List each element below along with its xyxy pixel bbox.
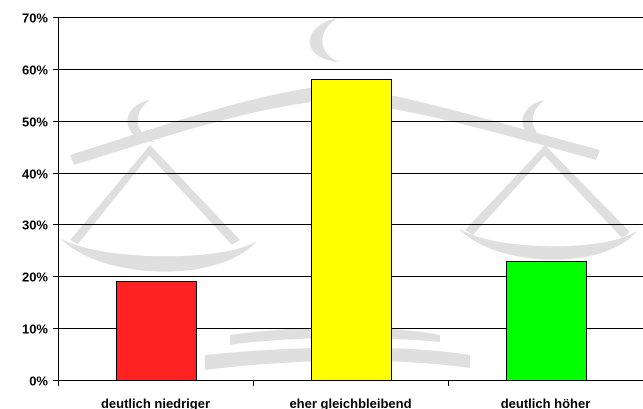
y-tick-label: 40% [22,167,48,182]
y-tick-label: 60% [22,63,48,78]
y-tick-labels: 0% 10% 20% 30% 40% 50% 60% 70% [22,11,48,389]
y-tick-label: 30% [22,218,48,233]
x-tick-label: deutlich höher [501,396,591,409]
bars [116,79,587,381]
y-tick-label: 20% [22,270,48,285]
bar [116,281,197,381]
x-tick-label: eher gleichbleibend [289,396,411,409]
y-tick-label: 50% [22,115,48,130]
bar [311,79,392,381]
bar [506,261,587,381]
y-tick-label: 0% [29,374,48,389]
y-tick-label: 10% [22,322,48,337]
x-tick-labels: deutlich niedriger eher gleichbleibend deu… [101,396,590,409]
axes [58,17,643,386]
y-tick-label: 70% [22,11,48,26]
x-tick-label: deutlich niedriger [101,396,210,409]
